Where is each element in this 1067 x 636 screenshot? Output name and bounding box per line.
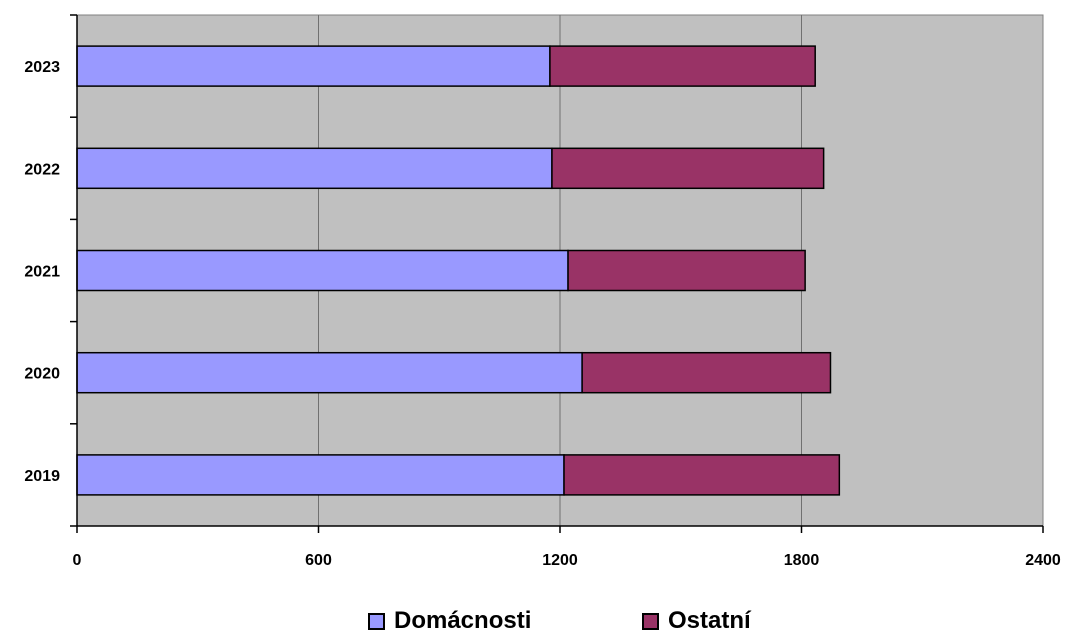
bars [76,45,841,496]
x-tick-label: 1800 [784,552,820,569]
bar-ostatni-2023 [549,45,816,87]
bar-ostatni-2021 [567,249,806,292]
legend-swatch-domacnosti [368,612,385,630]
y-tick-label: 2023 [24,59,60,76]
x-tick-label: 1200 [542,552,578,569]
bar-ostatni-2020 [581,351,832,394]
legend-item-domacnosti: Domácnosti [368,606,531,636]
bar-ostatni-2019 [563,454,841,496]
bar-domacnosti-2021 [76,249,569,292]
bar-domacnosti-2019 [76,454,565,496]
y-tick-label: 2021 [24,264,60,281]
legend-item-ostatni: Ostatní [642,606,751,636]
bar-domacnosti-2022 [76,147,553,190]
legend: Domácnosti Ostatní [0,606,1067,636]
y-tick-labels: 2019 2020 2021 2022 2023 [24,59,60,485]
x-ticks [76,526,1044,533]
y-tick-label: 2022 [24,161,60,178]
x-tick-label: 600 [305,552,332,569]
legend-swatch-ostatni [642,612,659,630]
legend-label-ostatni: Ostatní [668,607,751,634]
x-tick-labels: 0 600 1200 1800 2400 [73,552,1061,569]
stacked-bar-chart: 2019 2020 2021 2022 2023 0 600 1200 1800 2400 [24,14,1061,569]
y-ticks [70,14,77,527]
bar-ostatni-2022 [551,147,825,190]
legend-label-domacnosti: Domácnosti [394,607,532,634]
bar-domacnosti-2020 [76,351,583,394]
y-tick-label: 2019 [24,468,60,485]
y-tick-label: 2020 [24,366,60,383]
x-tick-label: 0 [73,552,82,569]
x-tick-label: 2400 [1025,552,1061,569]
bar-domacnosti-2023 [76,45,551,87]
